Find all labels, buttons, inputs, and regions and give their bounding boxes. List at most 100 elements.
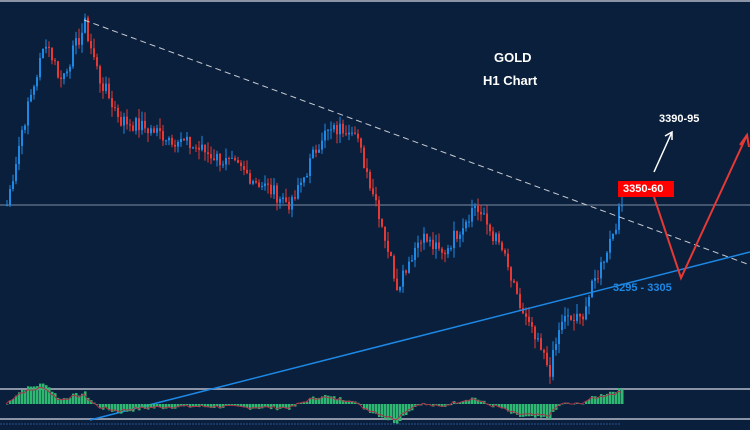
histogram-bar bbox=[507, 404, 510, 412]
candle-body bbox=[99, 66, 101, 84]
candle-body bbox=[525, 313, 527, 317]
candle-body bbox=[492, 231, 494, 242]
histogram-bar bbox=[489, 404, 492, 406]
resistance-trendline bbox=[83, 19, 750, 266]
histogram-bar bbox=[468, 400, 471, 404]
candle-body bbox=[270, 184, 272, 195]
candle-body bbox=[282, 197, 284, 200]
histogram-bar bbox=[108, 404, 111, 411]
candle-body bbox=[435, 242, 437, 250]
candle-body bbox=[63, 73, 65, 80]
histogram-bar bbox=[387, 404, 390, 421]
candle-body bbox=[336, 125, 338, 135]
candle-body bbox=[471, 207, 473, 222]
histogram-bar bbox=[78, 395, 81, 404]
candle-body bbox=[120, 116, 122, 126]
histogram-bar bbox=[39, 383, 42, 404]
histogram-bar bbox=[45, 385, 48, 404]
candle-body bbox=[168, 137, 170, 141]
histogram-bar bbox=[408, 404, 411, 412]
histogram-bar bbox=[390, 404, 393, 420]
histogram-bar bbox=[105, 404, 108, 408]
histogram-bar bbox=[12, 398, 15, 404]
candle-body bbox=[489, 224, 491, 232]
histogram-bar bbox=[309, 397, 312, 404]
candle-body bbox=[447, 248, 449, 255]
candle-body bbox=[303, 177, 305, 183]
candle-body bbox=[123, 116, 125, 126]
candle-body bbox=[387, 240, 389, 252]
histogram-bar bbox=[216, 404, 219, 407]
candle-body bbox=[57, 61, 59, 78]
candle-body bbox=[105, 83, 107, 91]
histogram-bar bbox=[36, 386, 39, 404]
candle-body bbox=[615, 229, 617, 234]
histogram-bar bbox=[621, 389, 624, 404]
histogram-bar bbox=[501, 404, 504, 409]
candle-body bbox=[456, 230, 458, 239]
candle-body bbox=[180, 138, 182, 142]
histogram-bar bbox=[252, 404, 255, 409]
histogram-bar bbox=[600, 394, 603, 404]
candle-body bbox=[78, 38, 80, 45]
histogram-bar bbox=[147, 404, 150, 410]
histogram-bar bbox=[135, 404, 138, 409]
candle-body bbox=[225, 158, 227, 165]
chart-title: GOLD bbox=[494, 50, 532, 65]
histogram-bar bbox=[162, 404, 165, 410]
candle-body bbox=[606, 252, 608, 262]
histogram-bar bbox=[396, 404, 399, 424]
histogram-bar bbox=[306, 401, 309, 404]
candle-body bbox=[258, 182, 260, 187]
histogram-bar bbox=[276, 404, 279, 411]
histogram-bar bbox=[177, 404, 180, 408]
histogram-bar bbox=[333, 396, 336, 404]
histogram-bar bbox=[303, 401, 306, 404]
candle-body bbox=[234, 157, 236, 161]
candle-body bbox=[399, 286, 401, 291]
candle-body bbox=[420, 242, 422, 244]
candle-body bbox=[459, 234, 461, 239]
histogram-bar bbox=[285, 404, 288, 409]
candle-body bbox=[531, 322, 533, 327]
candle-body bbox=[117, 107, 119, 117]
candle-body bbox=[69, 66, 71, 72]
candle-body bbox=[546, 352, 548, 365]
candle-body bbox=[24, 125, 26, 130]
histogram-bar bbox=[330, 396, 333, 404]
histogram-bar bbox=[189, 404, 192, 408]
histogram-bar bbox=[282, 404, 285, 408]
histogram-bar bbox=[399, 404, 402, 422]
histogram-bar bbox=[102, 404, 105, 410]
histogram-bar bbox=[156, 404, 159, 408]
resistance-zone-label: 3350-60 bbox=[618, 181, 674, 197]
histogram-bar bbox=[372, 404, 375, 414]
candle-body bbox=[537, 338, 539, 340]
candle-body bbox=[552, 349, 554, 377]
candle-body bbox=[609, 238, 611, 253]
candle-body bbox=[36, 77, 38, 87]
candle-body bbox=[582, 316, 584, 320]
candle-body bbox=[144, 120, 146, 129]
histogram-bar bbox=[273, 404, 276, 407]
candle-body bbox=[159, 128, 161, 132]
candle-body bbox=[432, 239, 434, 250]
histogram-bar bbox=[552, 404, 555, 412]
histogram-bar bbox=[384, 404, 387, 420]
histogram-bar bbox=[549, 404, 552, 420]
histogram-bar bbox=[606, 393, 609, 404]
histogram-bar bbox=[249, 404, 252, 410]
candle-body bbox=[327, 129, 329, 131]
candle-body bbox=[150, 128, 152, 134]
candle-body bbox=[438, 242, 440, 249]
histogram-bar bbox=[111, 404, 114, 412]
histogram-bar bbox=[72, 393, 75, 404]
candle-body bbox=[72, 45, 74, 67]
histogram-bar bbox=[15, 395, 18, 404]
candle-body bbox=[549, 364, 551, 377]
histogram-bar bbox=[99, 404, 102, 409]
candle-body bbox=[129, 124, 131, 126]
candle-body bbox=[228, 158, 230, 160]
histogram-bar bbox=[312, 396, 315, 404]
candle-body bbox=[252, 181, 254, 184]
